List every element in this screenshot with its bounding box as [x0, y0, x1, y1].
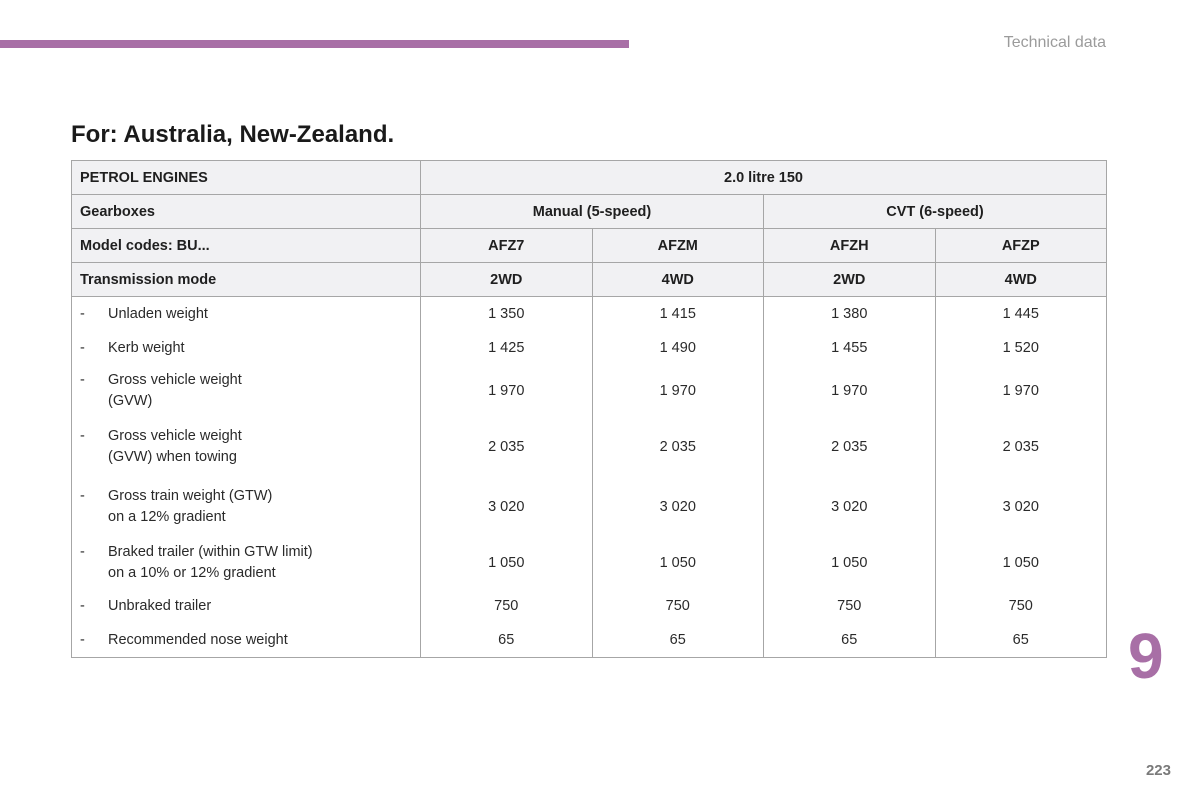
row-label: - Gross train weight (GTW) on a 12% gradie…	[71, 477, 421, 537]
row-dash: -	[80, 631, 85, 648]
row-label: - Gross vehicle weight (GVW) when towing	[71, 417, 421, 477]
table-cell: 65	[420, 623, 593, 658]
page-number: 223	[1145, 762, 1171, 779]
gearbox-cvt: CVT (6-speed)	[763, 194, 1107, 229]
table-cell: 65	[591, 623, 764, 658]
row-label-text: Gross vehicle weight	[108, 372, 242, 388]
table-cell: 65	[934, 623, 1107, 658]
row-label-text: on a 12% gradient	[108, 509, 226, 525]
table-cell: 1 415	[591, 296, 764, 331]
row-dash: -	[80, 339, 85, 356]
row-label-text: on a 10% or 12% gradient	[108, 565, 276, 581]
transmission-row: Transmission mode 2WD 4WD 2WD 4WD	[71, 262, 1107, 297]
table-row: - Unbraked trailer 750 750 750 750	[71, 589, 1107, 623]
transmission-mode: 2WD	[763, 262, 936, 297]
gearbox-manual: Manual (5-speed)	[420, 194, 764, 229]
table-cell: 1 380	[763, 296, 936, 331]
row-dash: -	[80, 544, 85, 560]
model-code-row: Model codes: BU... AFZ7 AFZM AFZH AFZP	[71, 228, 1107, 263]
row-label-text: Gross vehicle weight	[108, 428, 242, 444]
row-label: - Gross vehicle weight (GVW)	[71, 365, 421, 417]
row-label-text: Kerb weight	[108, 339, 185, 356]
table-cell: 1 445	[934, 296, 1107, 331]
transmission-mode: 4WD	[591, 262, 764, 297]
table-cell: 1 970	[763, 365, 936, 417]
row-label: - Recommended nose weight	[71, 623, 421, 658]
row-label-text: Recommended nose weight	[108, 631, 288, 648]
table-cell: 750	[591, 589, 764, 623]
table-cell: 750	[763, 589, 936, 623]
gearbox-label: Gearboxes	[71, 194, 421, 229]
section-label: Technical data	[1003, 34, 1106, 51]
table-cell: 1 050	[591, 537, 764, 589]
row-label: - Kerb weight	[71, 331, 421, 365]
row-dash: -	[80, 428, 85, 444]
row-label-text: (GVW) when towing	[108, 449, 237, 465]
table-cell: 1 350	[420, 296, 593, 331]
gearbox-row: Gearboxes Manual (5-speed) CVT (6-speed)	[71, 194, 1107, 229]
model-code: AFZM	[591, 228, 764, 263]
transmission-mode: 4WD	[934, 262, 1107, 297]
table-body: - Unladen weight 1 350 1 415 1 380 1 445 …	[71, 296, 1107, 658]
model-code: AFZ7	[420, 228, 593, 263]
row-dash: -	[80, 372, 85, 388]
table-header: PETROL ENGINES 2.0 litre 150 Gearboxes M…	[71, 160, 1107, 297]
table-cell: 1 520	[934, 331, 1107, 365]
table-cell: 750	[420, 589, 593, 623]
table-cell: 3 020	[934, 477, 1107, 537]
table-cell: 1 970	[934, 365, 1107, 417]
table-cell: 2 035	[591, 417, 764, 477]
table-cell: 65	[763, 623, 936, 658]
table-cell: 1 970	[420, 365, 593, 417]
table-row: - Gross train weight (GTW) on a 12% gradie…	[71, 477, 1107, 537]
table-cell: 750	[934, 589, 1107, 623]
row-dash: -	[80, 305, 85, 322]
engine-row: PETROL ENGINES 2.0 litre 150	[71, 160, 1107, 195]
row-dash: -	[80, 488, 85, 504]
table-cell: 2 035	[934, 417, 1107, 477]
table-cell: 1 425	[420, 331, 593, 365]
model-code: AFZH	[763, 228, 936, 263]
row-dash: -	[80, 597, 85, 614]
table-cell: 1 490	[591, 331, 764, 365]
engine-value: 2.0 litre 150	[420, 160, 1107, 195]
row-label: - Braked trailer (within GTW limit) on a 1…	[71, 537, 421, 589]
table-row: - Gross vehicle weight (GVW) when towing 2…	[71, 417, 1107, 477]
row-label-text: (GVW)	[108, 393, 153, 409]
transmission-label: Transmission mode	[71, 262, 421, 297]
table-row: - Recommended nose weight 65 65 65 65	[71, 623, 1107, 658]
table-cell: 1 455	[763, 331, 936, 365]
table-cell: 3 020	[763, 477, 936, 537]
model-codes-label: Model codes: BU...	[71, 228, 421, 263]
transmission-mode: 2WD	[420, 262, 593, 297]
section-accent-bar	[0, 40, 629, 48]
table-row: - Kerb weight 1 425 1 490 1 455 1 520	[71, 331, 1107, 365]
table-cell: 2 035	[763, 417, 936, 477]
row-label-text: Unladen weight	[108, 305, 208, 322]
page-title: For: Australia, New-Zealand.	[71, 121, 395, 148]
table-cell: 1 970	[591, 365, 764, 417]
row-label: - Unbraked trailer	[71, 589, 421, 623]
model-code: AFZP	[934, 228, 1107, 263]
table-cell: 1 050	[763, 537, 936, 589]
chapter-number: 9	[1128, 620, 1164, 692]
table-row: - Braked trailer (within GTW limit) on a 1…	[71, 537, 1107, 589]
engine-label: PETROL ENGINES	[71, 160, 421, 195]
row-label-text: Unbraked trailer	[108, 597, 212, 614]
table-cell: 1 050	[420, 537, 593, 589]
table-cell: 2 035	[420, 417, 593, 477]
table-cell: 1 050	[934, 537, 1107, 589]
table-cell: 3 020	[420, 477, 593, 537]
row-label: - Unladen weight	[71, 296, 421, 331]
row-label-text: Braked trailer (within GTW limit)	[108, 544, 313, 560]
table-cell: 3 020	[591, 477, 764, 537]
table-row: - Unladen weight 1 350 1 415 1 380 1 445	[71, 296, 1107, 331]
table-row: - Gross vehicle weight (GVW) 1 970 1 970 1…	[71, 365, 1107, 417]
row-label-text: Gross train weight (GTW)	[108, 488, 273, 504]
weights-table: PETROL ENGINES 2.0 litre 150 Gearboxes M…	[71, 160, 1107, 658]
